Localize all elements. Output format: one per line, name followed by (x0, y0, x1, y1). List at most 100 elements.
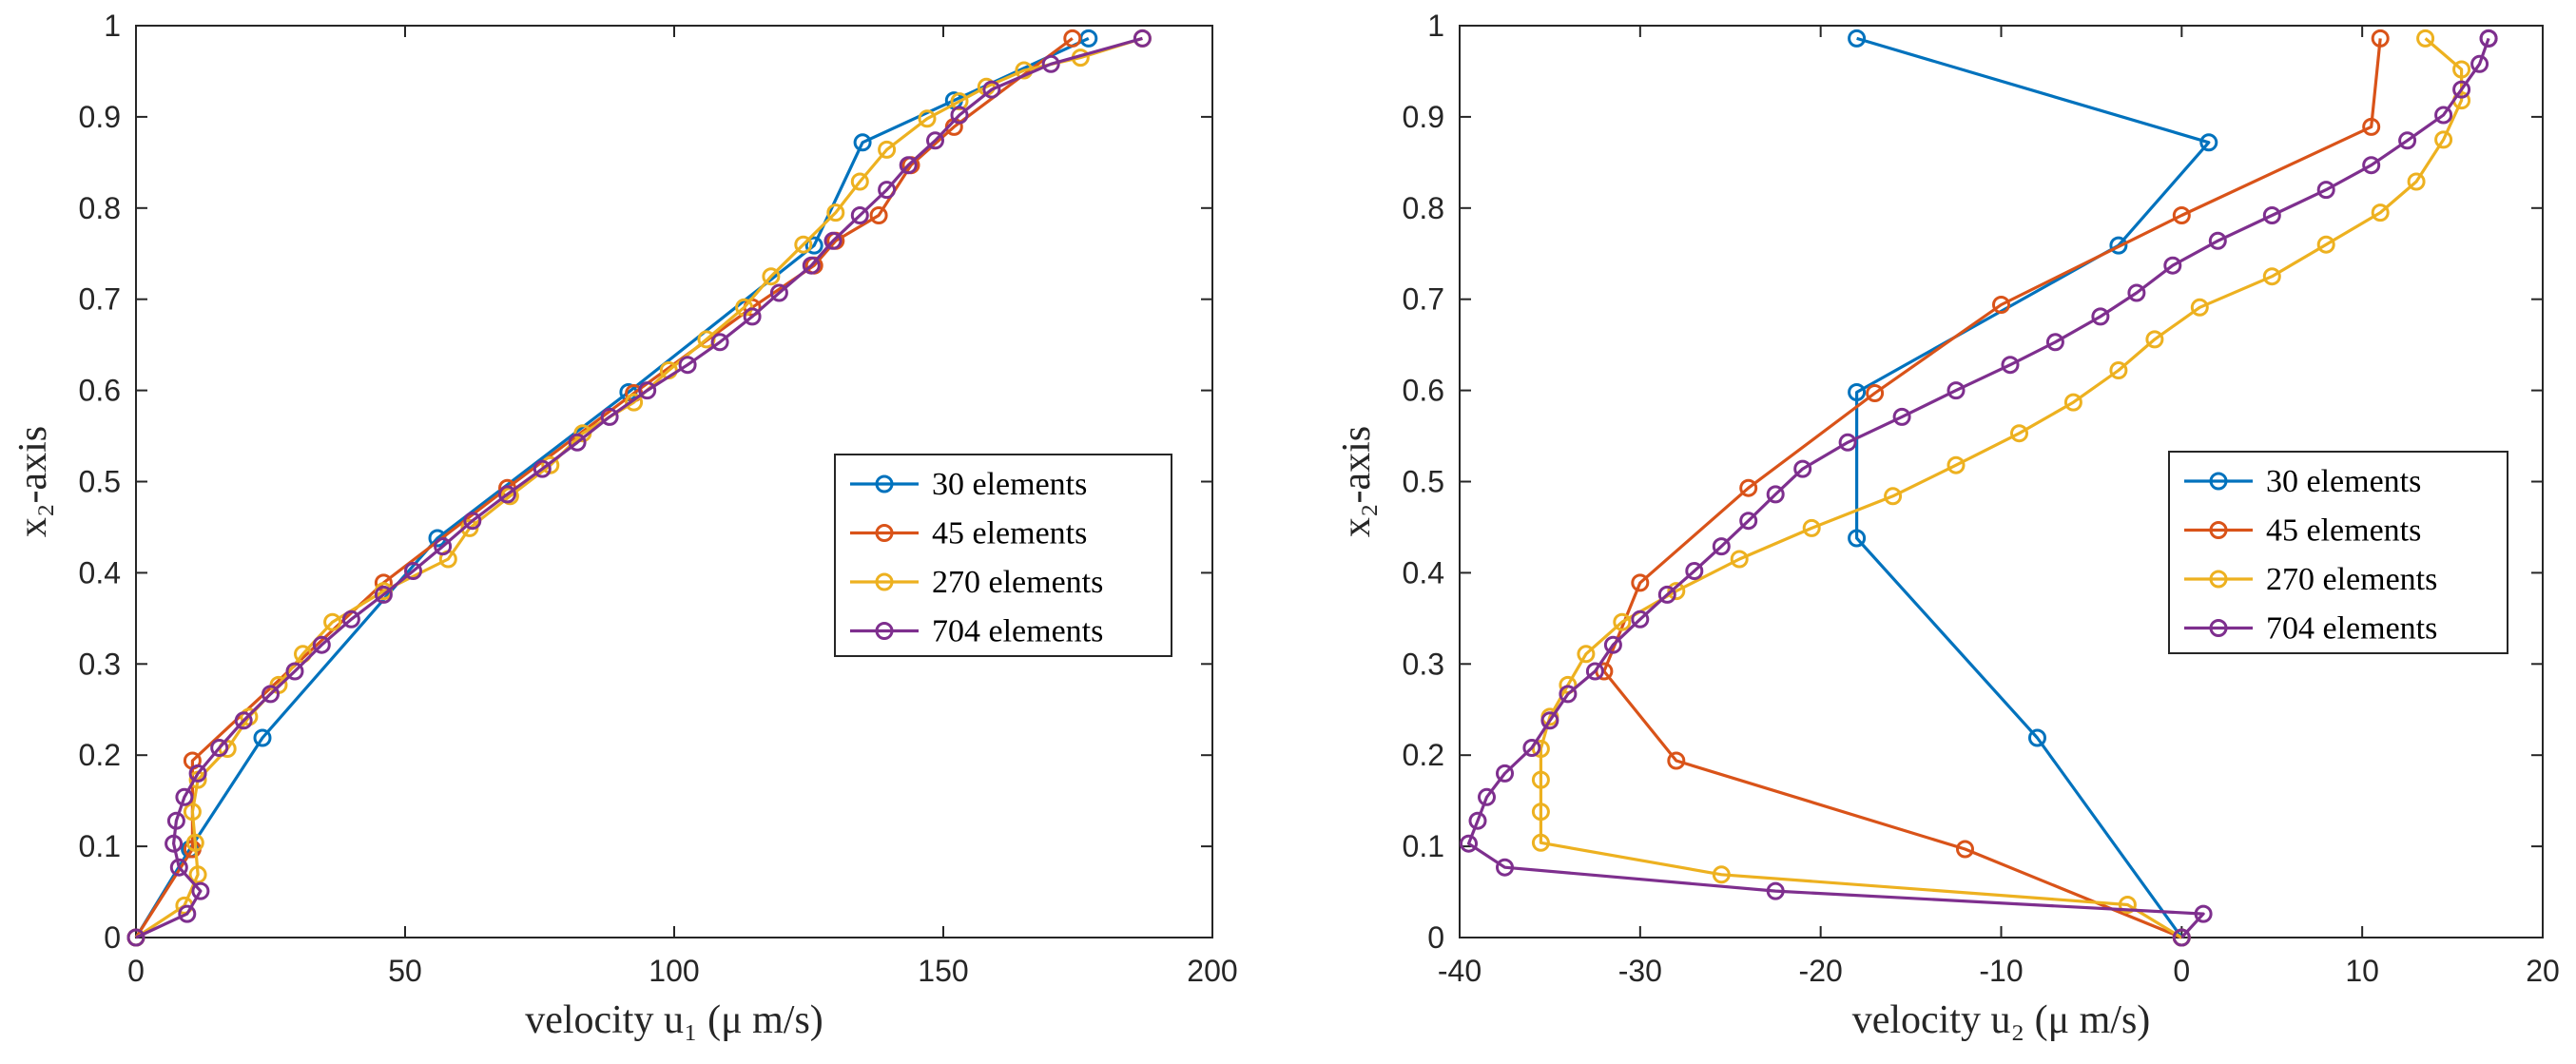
data-point (1631, 573, 1650, 592)
legend-swatch-marker (2209, 521, 2228, 539)
data-point (1947, 381, 1966, 400)
data-point (638, 381, 657, 400)
data-point (253, 728, 272, 747)
data-point (285, 662, 304, 681)
y-tick-label: 0.7 (79, 282, 121, 317)
x-tick-label: 20 (2526, 954, 2560, 988)
x-tick-label: 100 (649, 954, 699, 988)
data-point (823, 231, 843, 250)
x-tick-label: 150 (918, 954, 968, 988)
legend-item-704-elements: 704 elements (2184, 611, 2437, 647)
data-point (2172, 928, 2191, 947)
data-point (323, 612, 342, 631)
data-point (1063, 29, 1082, 48)
data-point (2434, 130, 2453, 149)
data-point (878, 140, 897, 159)
y-tick-label: 0.3 (79, 647, 121, 681)
data-point (210, 739, 229, 757)
data-point (1766, 881, 1785, 900)
y-tick-label: 0.2 (1403, 738, 1444, 772)
legend: 30 elements 45 elements 270 elements 704 el… (834, 454, 1172, 657)
data-point (853, 133, 872, 152)
data-point (2028, 728, 2046, 747)
y-tick-label: 1 (1427, 9, 1444, 43)
y-tick-label: 0 (1427, 920, 1444, 955)
data-point (1585, 662, 1604, 681)
data-point (166, 811, 185, 830)
series-line-704-elements (1466, 37, 2490, 939)
y-tick-label: 0.6 (1403, 374, 1444, 408)
data-point (1712, 865, 1731, 884)
data-point (404, 562, 422, 580)
data-point (850, 172, 869, 191)
data-point (1866, 384, 1885, 402)
data-point (2118, 896, 2137, 914)
data-point (1531, 740, 1550, 758)
data-point (869, 206, 888, 224)
legend-swatch-marker (875, 474, 894, 493)
data-point (850, 206, 869, 224)
data-point (1712, 537, 1731, 556)
legend-item-30-elements: 30 elements (850, 467, 1087, 502)
data-point (1802, 518, 1821, 537)
data-point (1522, 739, 1541, 757)
legend-label: 30 elements (2266, 464, 2421, 499)
data-point (2127, 283, 2146, 302)
data-point (1848, 29, 1867, 48)
data-point (1657, 585, 1676, 604)
data-point (2172, 206, 2191, 224)
data-point (191, 881, 210, 900)
data-point (188, 764, 207, 783)
data-point (2109, 361, 2128, 379)
data-point (533, 459, 552, 478)
chart-left-u1: 0 50 100 150 200 0 0.1 0.2 0.3 0.4 0.5 0.6 0.7 0.8 0.9… (11, 9, 1238, 1042)
legend-swatch-marker (875, 524, 894, 542)
data-point (2194, 904, 2213, 923)
data-point (2199, 133, 2218, 152)
data-point (2452, 60, 2471, 79)
data-point (169, 858, 188, 877)
data-point (2398, 131, 2417, 150)
legend-item-45-elements: 45 elements (2184, 513, 2421, 549)
legend-item-704-elements: 704 elements (850, 614, 1103, 649)
data-point (1478, 787, 1496, 806)
data-point (1892, 407, 1911, 426)
data-point (1848, 529, 1867, 548)
data-point (1947, 455, 1966, 474)
data-point (2262, 206, 2281, 224)
data-point (769, 283, 788, 302)
x-axis-label: velocity u₂ (μ m/s) (1852, 998, 2151, 1042)
data-point (625, 393, 644, 412)
x-tick-label: 0 (127, 954, 145, 988)
legend-item-270-elements: 270 elements (2184, 562, 2437, 597)
y-tick-label: 0.4 (79, 555, 121, 590)
data-point (2470, 54, 2489, 73)
data-point (794, 235, 813, 254)
data-point (185, 833, 204, 852)
y-tick-label: 0.8 (1403, 191, 1444, 225)
data-point (2316, 235, 2335, 254)
data-point (1496, 858, 1514, 877)
data-point (2063, 393, 2082, 412)
data-point (2109, 236, 2128, 255)
y-tick-label: 0.9 (1403, 100, 1444, 134)
legend-swatch-marker (2209, 570, 2228, 589)
data-point (1730, 550, 1749, 569)
data-point (982, 80, 1001, 99)
data-point (2001, 356, 2020, 375)
legend-swatch-marker (875, 572, 894, 591)
y-axis-label: x₂-axis (1335, 426, 1379, 537)
legend-label: 45 elements (2266, 513, 2421, 549)
data-point (434, 537, 453, 556)
series-704-elements (126, 29, 1152, 947)
data-point (1577, 645, 1596, 664)
data-point (2045, 333, 2064, 352)
y-tick-label: 0 (104, 920, 121, 955)
data-point (1884, 487, 1903, 506)
legend-swatch-marker (2209, 619, 2228, 637)
data-point (126, 928, 145, 947)
data-point (498, 485, 516, 504)
data-point (1496, 764, 1514, 783)
data-point (1667, 582, 1686, 601)
data-point (178, 904, 197, 923)
